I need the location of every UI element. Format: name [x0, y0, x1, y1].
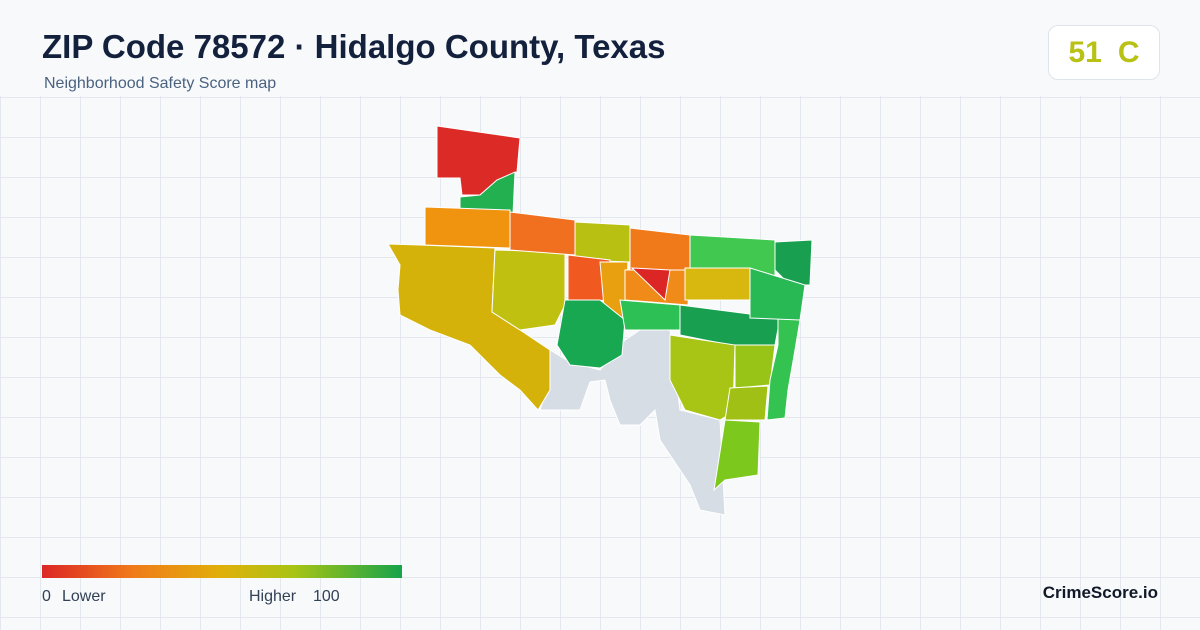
region	[734, 344, 776, 389]
score-badge: 51 C	[1048, 25, 1160, 80]
header	[0, 0, 1200, 96]
title: ZIP Code 78572 · Hidalgo County, Texas	[42, 28, 666, 65]
region	[574, 221, 631, 263]
brand: CrimeScore.io	[1042, 583, 1158, 602]
region	[630, 267, 671, 302]
region	[539, 329, 726, 516]
region	[491, 249, 566, 331]
region	[424, 206, 511, 249]
region	[766, 317, 801, 421]
subtitle: Neighborhood Safety Score map	[44, 75, 277, 92]
region	[556, 299, 626, 369]
region	[749, 267, 806, 321]
legend-min: 0	[42, 588, 51, 605]
legend-gradient	[42, 565, 402, 578]
legend-min-label: Lower	[62, 588, 106, 605]
region	[629, 227, 691, 271]
region	[724, 385, 769, 421]
legend-max-label: Higher	[249, 588, 297, 605]
score-grade: C	[1117, 35, 1140, 69]
legend-max: 100	[313, 588, 340, 605]
score-value: 51	[1068, 35, 1102, 69]
region	[509, 211, 576, 256]
region	[713, 419, 761, 492]
region	[684, 267, 751, 301]
region	[619, 299, 681, 331]
